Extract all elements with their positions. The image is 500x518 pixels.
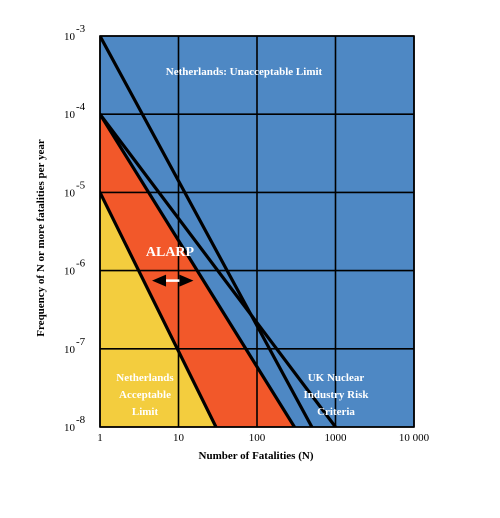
criteria-lines xyxy=(100,36,338,427)
x-tick-label: 10 xyxy=(173,432,185,444)
x-axis-label: Number of Fatalities (N) xyxy=(199,450,314,462)
unacceptable-limit-label: Netherlands: Unacceptable Limit xyxy=(166,66,323,78)
y-tick-exponent: -5 xyxy=(76,179,86,191)
y-tick-label: 10 xyxy=(64,266,76,278)
y-tick-label: 10 xyxy=(64,109,76,121)
uk-label-line: UK Nuclear xyxy=(308,372,365,384)
acceptable-limit-label: Netherlands Acceptable Limit xyxy=(116,372,174,418)
acceptable-label-line: Acceptable xyxy=(119,389,171,401)
alarp-arrow-left-head xyxy=(152,274,167,287)
acceptable-label-line: Limit xyxy=(132,406,159,418)
y-tick-label: 10 xyxy=(64,31,76,43)
alarp-annotation: ALARP xyxy=(146,245,195,287)
alarp-label: ALARP xyxy=(146,245,195,260)
uk-label-line: Industry Risk xyxy=(303,389,369,401)
x-tick-label: 100 xyxy=(249,432,266,444)
y-axis-label: Frequency of N or more fatalities per ye… xyxy=(35,139,47,337)
criteria-line xyxy=(100,112,297,427)
x-axis-ticks: 1 10 100 1000 10 000 xyxy=(97,432,429,444)
alarp-arrow-right-head xyxy=(179,274,194,287)
y-tick-exponent: -6 xyxy=(76,258,86,270)
y-tick-exponent: -7 xyxy=(76,336,86,348)
acceptable-label-line: Netherlands xyxy=(116,372,174,384)
y-axis-ticks: 10-310-410-510-610-710-8 xyxy=(64,23,86,434)
y-tick-label: 10 xyxy=(64,422,76,434)
y-tick-exponent: -3 xyxy=(76,23,86,35)
plot-frame xyxy=(99,35,415,428)
uk-label-line: Criteria xyxy=(317,406,355,418)
uk-criteria-label: UK Nuclear Industry Risk Criteria xyxy=(303,372,369,418)
plot-border xyxy=(99,35,415,428)
x-tick-label: 1000 xyxy=(325,432,348,444)
y-tick-label: 10 xyxy=(64,344,76,356)
criteria-line xyxy=(100,190,218,427)
y-tick-exponent: -4 xyxy=(76,101,86,113)
y-tick-exponent: -8 xyxy=(76,414,86,426)
criteria-line xyxy=(100,112,338,427)
y-tick-label: 10 xyxy=(64,187,76,199)
criteria-line xyxy=(100,36,314,427)
x-tick-label: 1 xyxy=(97,432,103,444)
x-tick-label: 10 000 xyxy=(399,432,430,444)
